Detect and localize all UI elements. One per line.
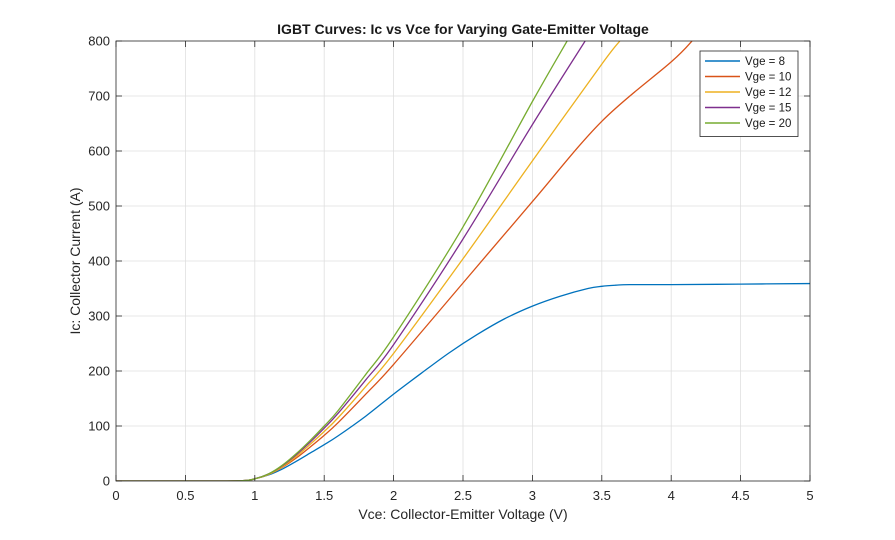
x-tick-label: 0.5 — [176, 488, 194, 503]
y-axis-label: Ic: Collector Current (A) — [67, 187, 83, 334]
x-axis-label: Vce: Collector-Emitter Voltage (V) — [358, 506, 567, 522]
x-tick-label: 4.5 — [732, 488, 750, 503]
x-tick-label: 5 — [806, 488, 813, 503]
y-tick-label: 400 — [88, 254, 110, 269]
x-tick-label: 4 — [668, 488, 675, 503]
legend-label: Vge = 15 — [745, 103, 791, 115]
chart-title: IGBT Curves: Ic vs Vce for Varying Gate-… — [277, 21, 649, 37]
series-line-5 — [116, 41, 568, 481]
series-lines — [116, 41, 810, 481]
legend-label: Vge = 8 — [745, 56, 785, 68]
legend-label: Vge = 12 — [745, 87, 791, 99]
ticks: 0 0.5 1 1.5 2 2.5 3 3.5 4 4.5 5 0 100 200 300 400 500 600… — [88, 34, 813, 504]
x-tick-label: 2 — [390, 488, 397, 503]
legend-label: Vge = 10 — [745, 72, 791, 84]
x-tick-label: 2.5 — [454, 488, 472, 503]
y-tick-label: 600 — [88, 144, 110, 159]
y-tick-label: 100 — [88, 419, 110, 434]
x-tick-label: 1 — [251, 488, 258, 503]
x-tick-label: 3 — [529, 488, 536, 503]
x-tick-label: 1.5 — [315, 488, 333, 503]
y-tick-label: 200 — [88, 364, 110, 379]
legend: Vge = 8 Vge = 10 Vge = 12 Vge = 15 Vge = 20 — [699, 50, 799, 137]
y-tick-label: 700 — [88, 89, 110, 104]
x-tick-label: 0 — [112, 488, 119, 503]
y-tick-label: 800 — [88, 34, 110, 49]
legend-label: Vge = 20 — [745, 118, 791, 130]
y-tick-label: 0 — [103, 474, 110, 489]
y-tick-label: 500 — [88, 199, 110, 214]
x-tick-label: 3.5 — [593, 488, 611, 503]
y-tick-label: 300 — [88, 309, 110, 324]
